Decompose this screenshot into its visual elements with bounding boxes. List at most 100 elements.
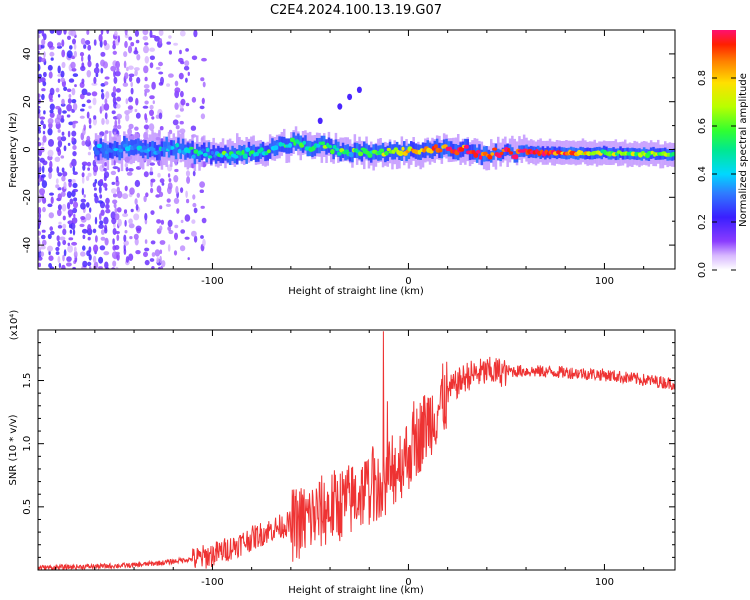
noise-blob [166, 83, 171, 87]
noise-blob [98, 185, 102, 194]
noise-blob [72, 228, 76, 236]
noise-blob [135, 225, 142, 232]
noise-blob [61, 167, 65, 173]
noise-blob [173, 175, 179, 183]
noise-blob [39, 116, 46, 120]
noise-blob [89, 207, 92, 213]
noise-blob [112, 43, 116, 50]
noise-blob [100, 51, 106, 57]
noise-blob [56, 235, 60, 242]
noise-blob [72, 182, 78, 189]
noise-blob [48, 166, 53, 173]
noise-blob [134, 237, 139, 246]
noise-blob [103, 103, 110, 111]
spectrogram-xlabel: Height of straight line (km) [288, 286, 424, 297]
noise-blob [200, 113, 206, 120]
noise-blob [122, 82, 129, 87]
noise-blob [179, 107, 184, 112]
noise-blob [50, 196, 54, 204]
noise-blob [200, 77, 205, 82]
noise-blob [179, 245, 186, 252]
noise-blob [57, 193, 62, 200]
noise-blob [63, 145, 67, 152]
noise-blob [42, 239, 47, 246]
noise-blob [87, 236, 91, 241]
ridge-peak [96, 143, 103, 149]
noise-blob [112, 40, 116, 46]
noise-blob [93, 39, 97, 46]
x-tick-label: 100 [595, 276, 614, 287]
noise-blob [47, 149, 54, 157]
noise-blob [73, 246, 77, 253]
noise-blob [124, 72, 129, 80]
x-tick-label: -100 [201, 577, 224, 588]
ridge-peak [142, 145, 147, 151]
noise-blob [48, 263, 52, 268]
noise-blob [150, 178, 156, 183]
ridge-peak [320, 141, 326, 146]
noise-blob [47, 128, 53, 136]
noise-blob [115, 231, 120, 234]
noise-blob [116, 96, 122, 102]
noise-blob [88, 105, 92, 109]
colorbar-tick-label: 0.8 [697, 70, 708, 86]
ridge-peak [463, 144, 470, 149]
noise-blob [42, 130, 46, 135]
noise-blob [114, 119, 118, 128]
noise-blob [61, 39, 65, 47]
ridge-peak [499, 151, 504, 156]
noise-blob [191, 230, 197, 237]
ridge-peak [172, 148, 178, 155]
noise-blob [72, 73, 79, 77]
colorbar-ticks: 0.0 0.2 0.4 0.6 0.8 [697, 70, 736, 278]
noise-blob [115, 60, 120, 69]
noise-blob [55, 87, 60, 93]
noise-blob [38, 262, 41, 268]
noise-blob [87, 60, 92, 68]
noise-blob [168, 35, 172, 39]
noise-blob [60, 117, 65, 123]
ridge-peak [513, 154, 519, 160]
noise-blob [151, 266, 155, 269]
noise-blob [38, 93, 41, 98]
noise-blob [200, 205, 205, 209]
noise-blob [87, 151, 91, 156]
noise-blob [80, 38, 86, 45]
noise-blob [193, 30, 198, 38]
noise-blob [167, 226, 172, 232]
noise-blob [149, 47, 156, 52]
noise-blob [112, 238, 115, 245]
noise-blob [38, 207, 42, 214]
noise-blob [185, 48, 190, 52]
noise-blob [97, 200, 104, 204]
noise-blob [124, 230, 128, 234]
noise-blob [127, 65, 134, 70]
ridge-peak [281, 142, 285, 147]
noise-blob [88, 117, 92, 125]
noise-blob [149, 171, 154, 176]
noise-blob [95, 235, 98, 243]
noise-blob [105, 91, 110, 99]
noise-blob [86, 202, 90, 208]
noise-blob [116, 186, 121, 194]
noise-blob [86, 30, 90, 35]
ridge-peak [358, 151, 364, 157]
noise-blob [117, 218, 122, 227]
noise-blob [128, 223, 135, 229]
noise-blob [149, 109, 154, 117]
streak-blob [317, 117, 323, 125]
noise-blob [70, 61, 76, 69]
noise-blob [167, 244, 171, 252]
noise-blob [71, 158, 77, 167]
noise-blob [93, 67, 100, 74]
noise-blob [144, 113, 148, 121]
colorbar-label: Normalized spectral amplitude [738, 73, 749, 227]
noise-blob [136, 192, 140, 198]
noise-blob [59, 236, 66, 241]
noise-blob [175, 125, 180, 130]
noise-blob [57, 204, 62, 211]
noise-blob [61, 203, 67, 212]
noise-blob [193, 207, 198, 214]
y-tick-label: -40 [22, 237, 33, 253]
noise-blob [39, 188, 45, 196]
